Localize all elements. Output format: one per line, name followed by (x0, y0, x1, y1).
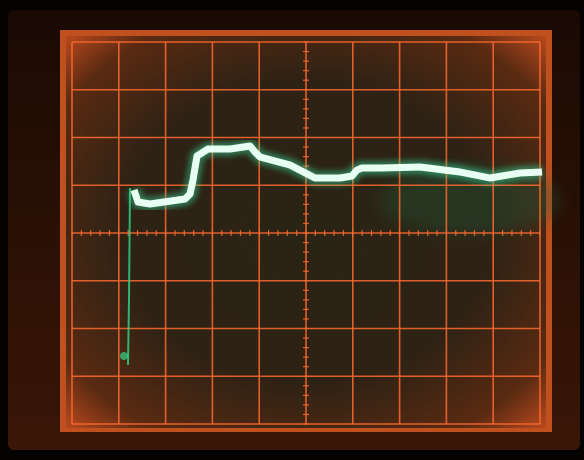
oscilloscope-photo (0, 0, 584, 460)
trace-start (120, 352, 128, 360)
page: (() => { const svg = document.getElement… (0, 0, 584, 460)
